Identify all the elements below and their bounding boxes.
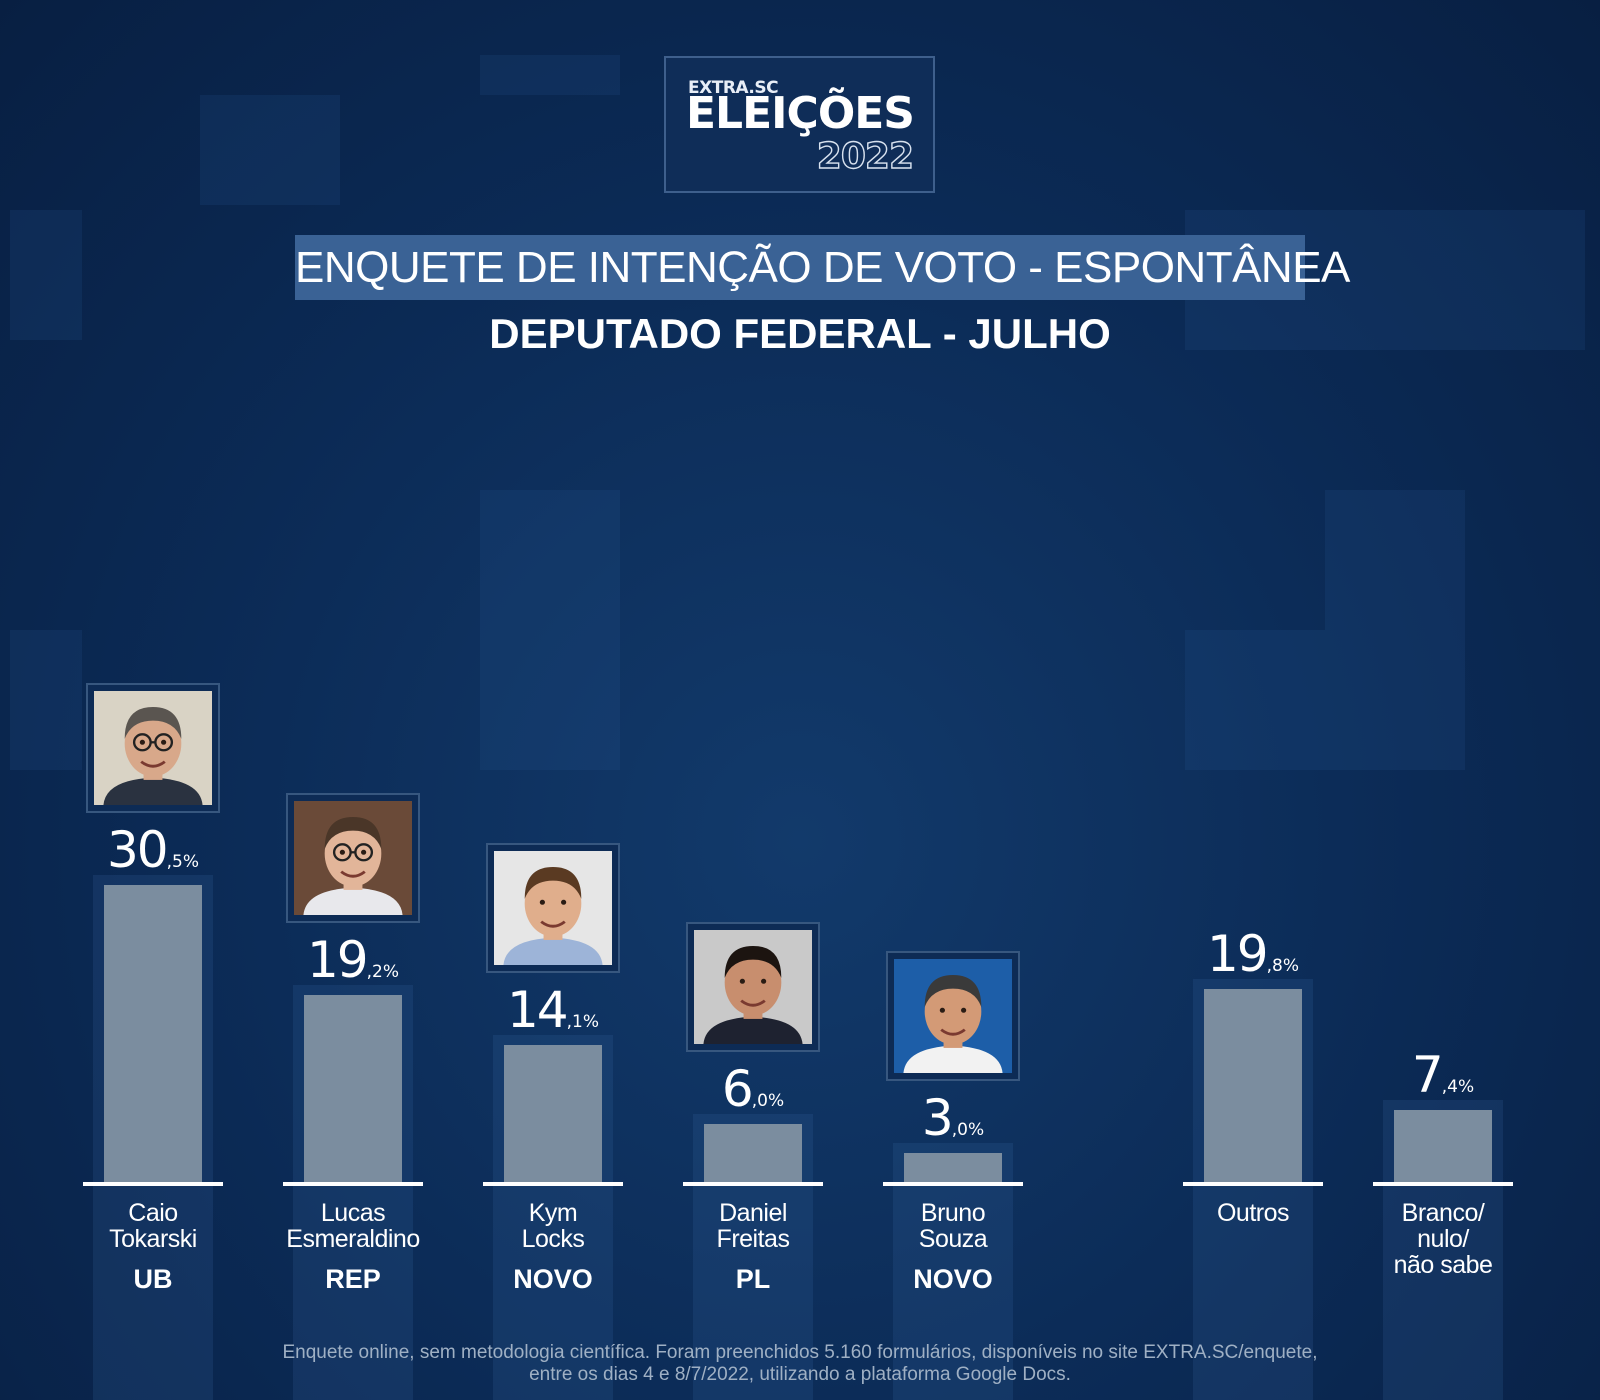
- category-name-line: Esmeraldino: [286, 1225, 420, 1253]
- bar-kym-locks: [504, 1044, 602, 1182]
- category-label-daniel-freitas: Daniel Freitas PL: [663, 1200, 843, 1295]
- background-tile: [10, 630, 82, 770]
- category-name-line: Outros: [1216, 1199, 1290, 1227]
- party-label: UB: [133, 1264, 173, 1294]
- logo-brand: EXTRA.SC: [688, 78, 779, 98]
- bar-lucas-esmeraldino: [304, 994, 402, 1182]
- candidate-photo-icon: [894, 958, 1012, 1073]
- data-label-integer: 3: [921, 1088, 954, 1147]
- category-name-line: Branco/: [1401, 1199, 1485, 1227]
- category-name-line: Lucas: [320, 1199, 386, 1227]
- background-tile: [200, 95, 340, 205]
- data-label-integer: 19: [1207, 925, 1269, 984]
- data-label-decimal: ,1%: [566, 1011, 599, 1032]
- category-label-caio-tokarski: Caio Tokarski UB: [63, 1200, 243, 1295]
- category-name-line: Locks: [521, 1225, 585, 1253]
- data-label-integer: 19: [307, 930, 369, 989]
- category-label-kym-locks: Kym Locks NOVO: [463, 1200, 643, 1295]
- background-tile: [1325, 490, 1465, 630]
- category-name-line: nulo/: [1417, 1225, 1469, 1253]
- bar-branco-nulo-nao-sabe: [1394, 1109, 1492, 1182]
- data-label-branco-nulo-nao-sabe: 7,4%: [1373, 1046, 1513, 1104]
- bar-daniel-freitas: [704, 1123, 802, 1182]
- data-label-outros: 19,8%: [1183, 925, 1323, 983]
- category-name-line: Kym: [528, 1199, 578, 1227]
- bar-bruno-souza: [904, 1152, 1002, 1182]
- party-label: NOVO: [913, 1264, 993, 1294]
- data-label-integer: 30: [107, 820, 169, 879]
- candidate-photo-icon: [694, 929, 812, 1044]
- data-label-daniel-freitas: 6,0%: [683, 1060, 823, 1118]
- category-name-line: não sabe: [1393, 1251, 1493, 1279]
- category-label-branco-nulo-nao-sabe: Branco/nulo/não sabe: [1353, 1200, 1533, 1278]
- category-label-outros: Outros: [1163, 1200, 1343, 1226]
- candidate-photo-icon: [494, 850, 612, 965]
- data-label-integer: 14: [507, 980, 569, 1039]
- category-name-line: Daniel: [719, 1199, 787, 1227]
- footnote: Enquete online, sem metodologia científi…: [0, 1342, 1600, 1386]
- candidate-photo-icon: [94, 690, 212, 805]
- candidate-photo-kym-locks: [486, 842, 620, 973]
- candidate-photo-daniel-freitas: [686, 921, 820, 1052]
- candidate-photo-frame: [494, 850, 612, 965]
- chart-title: ENQUETE DE INTENÇÃO DE VOTO - ESPONTÂNEA: [295, 243, 1350, 292]
- footnote-line-2: entre os dias 4 e 8/7/2022, utilizando a…: [529, 1364, 1071, 1385]
- category-name-line: Freitas: [716, 1225, 790, 1253]
- background-tile: [480, 490, 620, 770]
- candidate-photo-lucas-esmeraldino: [286, 792, 420, 923]
- candidate-photo-frame: [694, 929, 812, 1044]
- category-name-line: Tokarski: [109, 1225, 197, 1253]
- data-label-decimal: ,0%: [751, 1090, 785, 1111]
- data-label-bruno-souza: 3,0%: [883, 1089, 1023, 1147]
- data-label-caio-tokarski: 30,5%: [83, 821, 223, 879]
- baseline-daniel-freitas: [683, 1182, 823, 1186]
- data-label-decimal: ,5%: [166, 851, 199, 872]
- data-label-decimal: ,2%: [366, 961, 399, 982]
- logo-year: 2022: [816, 135, 915, 177]
- category-name-line: Caio: [128, 1199, 178, 1227]
- party-label: NOVO: [513, 1264, 593, 1294]
- background-tile: [480, 55, 620, 95]
- footnote-line-1: Enquete online, sem metodologia científi…: [282, 1342, 1318, 1363]
- candidate-photo-bruno-souza: [886, 950, 1020, 1081]
- candidate-photo-icon: [294, 800, 412, 915]
- baseline-lucas-esmeraldino: [283, 1182, 423, 1186]
- data-label-lucas-esmeraldino: 19,2%: [283, 931, 423, 989]
- bar-outros: [1204, 989, 1302, 1182]
- category-name-line: Souza: [918, 1225, 988, 1253]
- data-label-integer: 7: [1411, 1045, 1444, 1104]
- background-tile: [10, 210, 82, 340]
- party-label: REP: [325, 1264, 381, 1294]
- baseline-kym-locks: [483, 1182, 623, 1186]
- chart-subtitle: DEPUTADO FEDERAL - JULHO: [489, 310, 1111, 357]
- baseline-bruno-souza: [883, 1182, 1023, 1186]
- data-label-decimal: ,8%: [1266, 956, 1299, 977]
- candidate-photo-frame: [94, 690, 212, 805]
- candidate-photo-caio-tokarski: [86, 682, 220, 813]
- baseline-outros: [1183, 1182, 1323, 1186]
- background-tile: [1185, 630, 1465, 770]
- extra-sc-eleicoes-logo: EXTRA.SC ELEIÇÕES 2022: [664, 56, 935, 193]
- data-label-decimal: ,0%: [951, 1119, 985, 1140]
- data-label-kym-locks: 14,1%: [483, 981, 623, 1039]
- baseline-branco-nulo-nao-sabe: [1373, 1182, 1513, 1186]
- candidate-photo-frame: [294, 800, 412, 915]
- baseline-caio-tokarski: [83, 1182, 223, 1186]
- candidate-photo-frame: [894, 958, 1012, 1073]
- data-label-integer: 6: [721, 1059, 754, 1118]
- data-label-decimal: ,4%: [1441, 1076, 1475, 1097]
- logo-title: ELEIÇÕES: [686, 88, 915, 139]
- bar-caio-tokarski: [104, 884, 202, 1182]
- category-name-line: Bruno: [920, 1199, 986, 1227]
- party-label: PL: [735, 1264, 771, 1294]
- title-bar: ENQUETE DE INTENÇÃO DE VOTO - ESPONTÂNEA: [295, 235, 1350, 300]
- category-label-bruno-souza: Bruno Souza NOVO: [863, 1200, 1043, 1295]
- category-label-lucas-esmeraldino: Lucas Esmeraldino REP: [263, 1200, 443, 1295]
